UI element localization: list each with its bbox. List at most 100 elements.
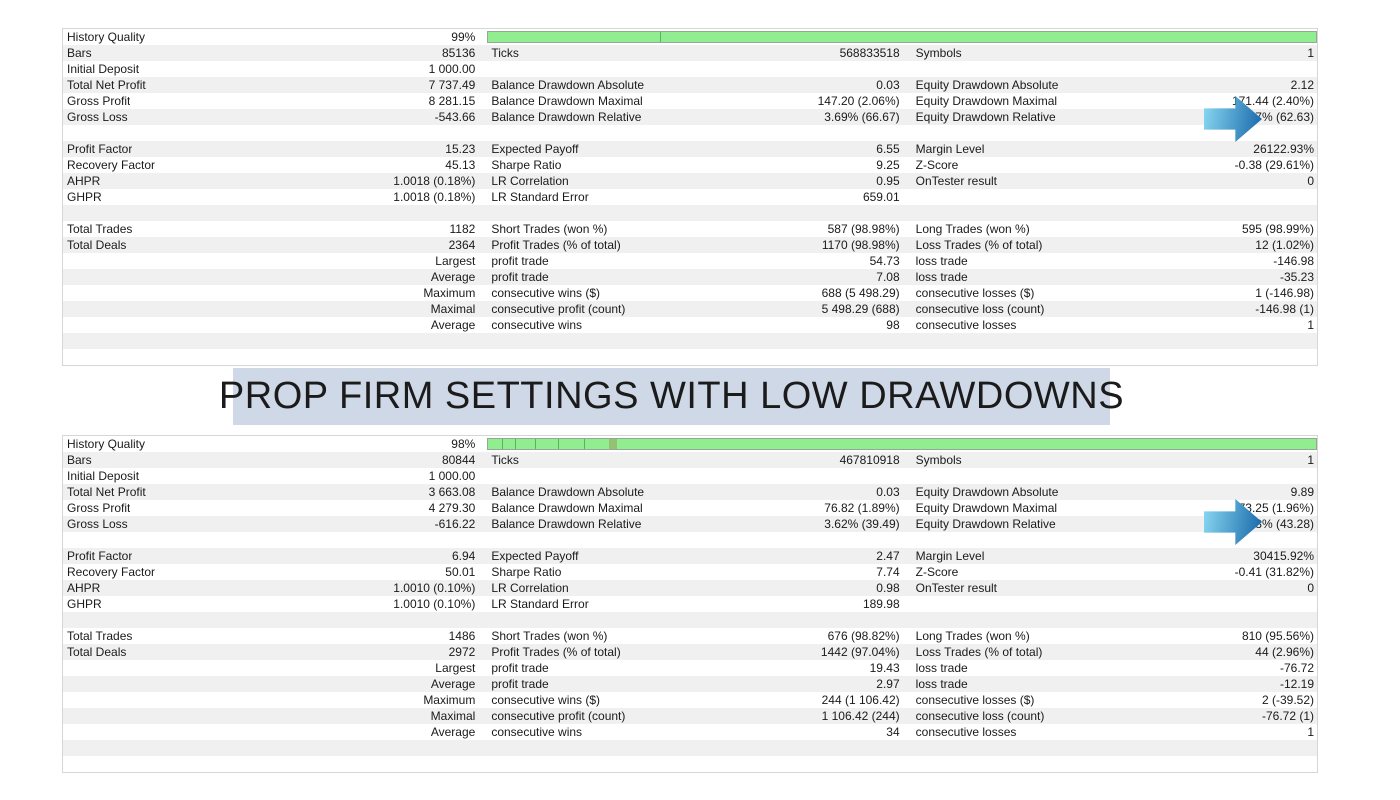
table-row: Largest profit trade 54.73 loss trade -146.9… <box>63 253 1317 269</box>
metric-label: History Quality <box>67 437 146 451</box>
metric-value: 1486 <box>448 629 476 643</box>
metric-label: History Quality <box>67 30 146 44</box>
metric-cell: Gross Profit 8 281.15 <box>63 93 478 109</box>
metric-cell: Loss Trades (% of total) 12 (1.02%) <box>912 237 1317 253</box>
metric-label: profit trade <box>491 254 549 268</box>
metric-cell: Loss Trades (% of total) 44 (2.96%) <box>912 644 1317 660</box>
metric-value: 12 (1.02%) <box>1255 238 1314 252</box>
metric-label: Bars <box>67 453 92 467</box>
metric-cell: Largest <box>63 253 478 269</box>
metric-label: LR Correlation <box>491 581 569 595</box>
backtest-report-bottom: History Quality 98% Bars 80844 Ticks 46781091… <box>62 435 1318 773</box>
table-row: AHPR 1.0018 (0.18%) LR Correlation 0.95 OnTe… <box>63 173 1317 189</box>
bar-divider <box>534 439 536 449</box>
table-row <box>63 532 1317 548</box>
metric-cell: loss trade -35.23 <box>912 269 1317 285</box>
table-row: Gross Profit 4 279.30 Balance Drawdown Max… <box>63 500 1317 516</box>
metric-label: Gross Profit <box>67 501 131 515</box>
metric-value: -543.66 <box>434 110 476 124</box>
metric-label: LR Correlation <box>491 174 569 188</box>
metric-label: Total Net Profit <box>67 485 146 499</box>
metric-value: 1.0010 (0.10%) <box>393 581 476 595</box>
metric-cell: Total Net Profit 3 663.08 <box>63 484 478 500</box>
metric-cell: Symbols 1 <box>912 452 1317 468</box>
metric-label: Initial Deposit <box>67 62 140 76</box>
metric-cell: History Quality 99% <box>63 29 478 45</box>
history-quality-bar-track <box>487 436 1317 452</box>
bar-divider <box>501 439 503 449</box>
metric-cell: Sharpe Ratio 7.74 <box>487 564 902 580</box>
metric-label: Equity Drawdown Relative <box>915 110 1056 124</box>
metric-value: 568833518 <box>839 46 900 60</box>
metric-label: consecutive profit (count) <box>491 302 626 316</box>
metric-value: 44 (2.96%) <box>1255 645 1314 659</box>
metric-cell: LR Standard Error 659.01 <box>487 189 902 205</box>
metric-label: Z-Score <box>915 565 959 579</box>
metric-label: Recovery Factor <box>67 565 156 579</box>
metric-label: Balance Drawdown Absolute <box>491 485 645 499</box>
metric-value: 9.89 <box>1290 485 1314 499</box>
metric-cell: consecutive wins ($) 244 (1 106.42) <box>487 692 902 708</box>
metric-label: consecutive wins ($) <box>491 286 601 300</box>
metric-cell: Margin Level 30415.92% <box>912 548 1317 564</box>
metric-value: 1182 <box>449 222 476 236</box>
metric-cell: Initial Deposit 1 000.00 <box>63 468 478 484</box>
metric-value: -0.38 (29.61%) <box>1234 158 1314 172</box>
metric-cell: Equity Drawdown Maximal 171.44 (2.40%) <box>912 93 1317 109</box>
metric-value: 9.25 <box>876 158 900 172</box>
metric-label: consecutive loss (count) <box>915 302 1045 316</box>
metric-label: consecutive losses ($) <box>915 286 1035 300</box>
metric-label: loss trade <box>915 270 968 284</box>
metric-value: 587 (98.98%) <box>827 222 900 236</box>
metric-value: 3.62% (39.49) <box>824 517 900 531</box>
metric-label: consecutive loss (count) <box>915 709 1045 723</box>
metric-value: -76.72 <box>1279 661 1314 675</box>
metric-cell: Balance Drawdown Relative 3.62% (39.49) <box>487 516 902 532</box>
table-row: Maximal consecutive profit (count) 1 106.4… <box>63 708 1317 724</box>
metric-cell: Sharpe Ratio 9.25 <box>487 157 902 173</box>
metric-value: 3 663.08 <box>428 485 476 499</box>
metric-value: 4 279.30 <box>428 501 476 515</box>
metric-value: 7.08 <box>876 270 900 284</box>
metric-label: Ticks <box>491 453 519 467</box>
metric-cell: AHPR 1.0010 (0.10%) <box>63 580 478 596</box>
metric-label: consecutive losses <box>915 725 1017 739</box>
metric-label: Gross Loss <box>67 110 128 124</box>
table-row <box>63 740 1317 756</box>
bar-divider <box>557 439 559 449</box>
metric-value: 19.43 <box>869 661 900 675</box>
metric-label: Total Trades <box>67 629 133 643</box>
metric-value: 1 <box>1307 46 1314 60</box>
metric-cell: profit trade 7.08 <box>487 269 902 285</box>
metric-cell: consecutive profit (count) 5 498.29 (688) <box>487 301 902 317</box>
metric-value: 2972 <box>448 645 476 659</box>
metric-label: profit trade <box>491 270 549 284</box>
metric-cell: GHPR 1.0018 (0.18%) <box>63 189 478 205</box>
metric-cell: Expected Payoff 2.47 <box>487 548 902 564</box>
metric-label: Long Trades (won %) <box>915 629 1030 643</box>
metric-cell: Long Trades (won %) 595 (98.99%) <box>912 221 1317 237</box>
table-row: Bars 85136 Ticks 568833518 Symbols 1 <box>63 45 1317 61</box>
metric-cell: loss trade -146.98 <box>912 253 1317 269</box>
metric-cell: Expected Payoff 6.55 <box>487 141 902 157</box>
metric-value: -146.98 (1) <box>1255 302 1314 316</box>
table-row <box>63 756 1317 772</box>
metric-label: Balance Drawdown Maximal <box>491 501 643 515</box>
metric-value: 15.23 <box>445 142 476 156</box>
metric-value: 8 281.15 <box>428 94 476 108</box>
table-row <box>63 205 1317 221</box>
metric-cell: Profit Factor 15.23 <box>63 141 478 157</box>
metric-value: 189.98 <box>862 597 900 611</box>
metric-value: 34 <box>886 725 900 739</box>
metric-cell: Z-Score -0.41 (31.82%) <box>912 564 1317 580</box>
metric-value: 2364 <box>448 238 476 252</box>
metric-label: consecutive wins ($) <box>491 693 601 707</box>
metric-cell: Ticks 467810918 <box>487 452 902 468</box>
table-row <box>63 125 1317 141</box>
metric-label: AHPR <box>67 174 101 188</box>
metric-value: 0.95 <box>876 174 900 188</box>
metric-label: Z-Score <box>915 158 959 172</box>
metric-label: Short Trades (won %) <box>491 222 608 236</box>
metric-label: loss trade <box>915 677 968 691</box>
metric-value: 0 <box>1307 174 1314 188</box>
